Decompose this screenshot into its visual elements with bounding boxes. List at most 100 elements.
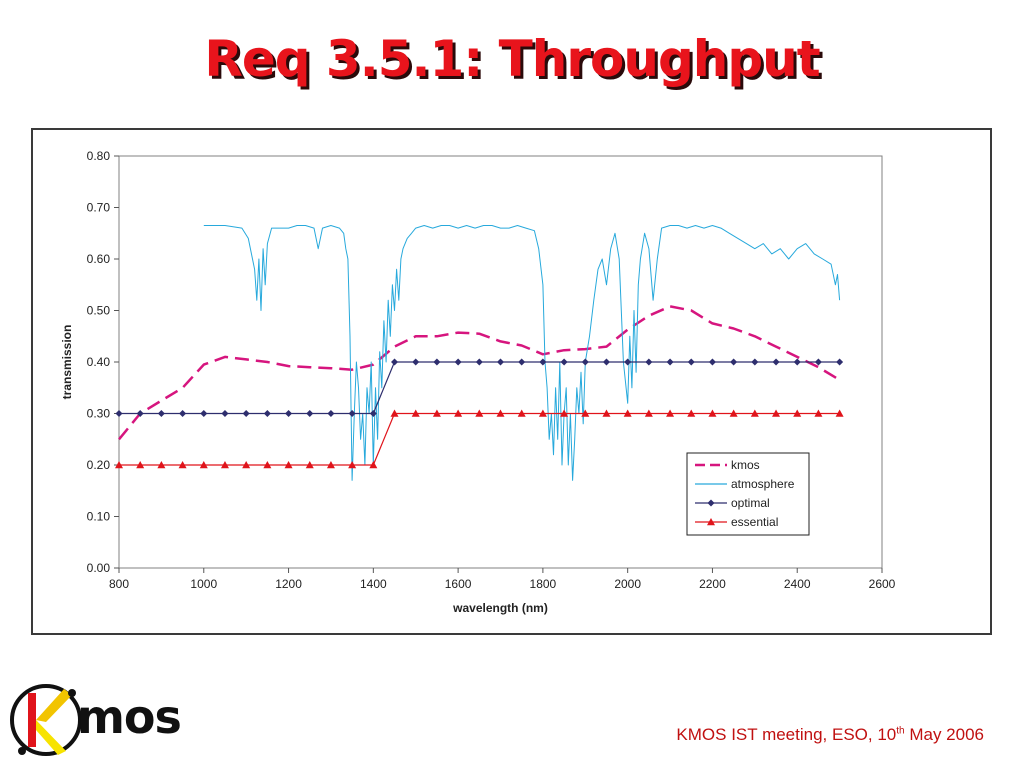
- footer-main: KMOS IST meeting, ESO, 10: [676, 725, 897, 744]
- point-optimal: [285, 410, 293, 417]
- point-optimal: [242, 410, 250, 417]
- point-essential: [348, 461, 357, 469]
- point-optimal: [624, 358, 632, 366]
- point-essential: [538, 409, 547, 417]
- point-essential: [835, 409, 844, 417]
- point-optimal: [179, 410, 187, 417]
- point-essential: [666, 409, 675, 417]
- y-tick-label: 0.70: [87, 201, 111, 215]
- series-line-atmosphere: [203, 225, 841, 481]
- y-tick-label: 0.80: [87, 149, 111, 163]
- footer-end: May 2006: [904, 725, 984, 744]
- series-line-optimal: [119, 361, 840, 415]
- series-line-kmos: [118, 305, 841, 441]
- x-axis-label: wavelength (nm): [452, 601, 548, 615]
- point-optimal: [306, 410, 314, 417]
- point-essential: [793, 409, 802, 417]
- point-optimal: [348, 410, 356, 417]
- point-optimal: [157, 410, 165, 417]
- kmos-logo: K: [10, 684, 82, 756]
- point-essential: [687, 409, 696, 417]
- point-optimal: [433, 358, 441, 366]
- y-tick-label: 0.60: [87, 252, 111, 266]
- x-tick-label: 1000: [190, 577, 217, 591]
- point-optimal: [412, 358, 420, 366]
- point-optimal: [115, 410, 123, 417]
- legend-label-optimal: optimal: [731, 496, 770, 510]
- x-tick-label: 2400: [784, 577, 811, 591]
- point-essential: [560, 409, 569, 417]
- point-optimal: [560, 358, 568, 366]
- point-essential: [369, 461, 378, 469]
- point-essential: [136, 461, 145, 469]
- point-essential: [517, 409, 526, 417]
- point-essential: [178, 461, 187, 469]
- legend-label-atmosphere: atmosphere: [731, 477, 795, 491]
- point-optimal: [263, 410, 271, 417]
- point-optimal: [751, 358, 759, 366]
- y-tick-label: 0.00: [87, 561, 111, 575]
- point-optimal: [687, 358, 695, 366]
- throughput-chart: 0.00 0.10 0.20 0.30 0.40 0.50 0.60 0.70 0.80 800 1…: [60, 149, 896, 615]
- point-optimal: [645, 358, 653, 366]
- point-optimal: [666, 358, 674, 366]
- point-optimal: [475, 358, 483, 366]
- point-essential: [772, 409, 781, 417]
- legend-label-essential: essential: [731, 515, 778, 529]
- point-essential: [750, 409, 759, 417]
- y-tick-label: 0.10: [87, 510, 111, 524]
- footer-sup: th: [896, 725, 905, 737]
- point-essential: [411, 409, 420, 417]
- point-essential: [263, 461, 272, 469]
- point-optimal: [836, 358, 844, 366]
- point-optimal: [793, 358, 801, 366]
- x-tick-label: 2600: [869, 577, 896, 591]
- point-essential: [326, 461, 335, 469]
- x-tick-label: 1800: [530, 577, 557, 591]
- point-optimal: [814, 358, 822, 366]
- point-optimal: [369, 410, 377, 417]
- point-essential: [432, 409, 441, 417]
- x-tick-label: 1600: [445, 577, 472, 591]
- point-optimal: [391, 358, 399, 366]
- point-essential: [242, 461, 251, 469]
- point-optimal: [730, 358, 738, 366]
- point-optimal: [518, 358, 526, 366]
- point-essential: [305, 461, 314, 469]
- y-tick-label: 0.40: [87, 355, 111, 369]
- point-essential: [644, 409, 653, 417]
- y-tick-label: 0.50: [87, 304, 111, 318]
- point-essential: [284, 461, 293, 469]
- point-essential: [729, 409, 738, 417]
- point-optimal: [327, 410, 335, 417]
- point-essential: [157, 461, 166, 469]
- point-optimal: [200, 410, 208, 417]
- point-optimal: [772, 358, 780, 366]
- x-tick-label: 1200: [275, 577, 302, 591]
- point-essential: [220, 461, 229, 469]
- chart-frame: 0.00 0.10 0.20 0.30 0.40 0.50 0.60 0.70 0.80 800 1…: [31, 128, 992, 635]
- point-essential: [496, 409, 505, 417]
- legend-marker-optimal: [707, 499, 715, 507]
- point-optimal: [708, 358, 716, 366]
- point-essential: [581, 409, 590, 417]
- y-axis-label: transmission: [60, 325, 74, 400]
- point-essential: [390, 409, 399, 417]
- y-tick-label: 0.20: [87, 458, 111, 472]
- point-essential: [199, 461, 208, 469]
- x-tick-label: 1400: [360, 577, 387, 591]
- footer-caption: KMOS IST meeting, ESO, 10th May 2006: [676, 725, 984, 745]
- point-optimal: [454, 358, 462, 366]
- point-essential: [454, 409, 463, 417]
- point-optimal: [221, 410, 229, 417]
- x-tick-label: 2200: [699, 577, 726, 591]
- point-essential: [602, 409, 611, 417]
- point-optimal: [602, 358, 610, 366]
- logo-text: mos: [77, 690, 182, 744]
- x-tick-label: 800: [109, 577, 129, 591]
- point-optimal: [136, 410, 144, 417]
- point-essential: [623, 409, 632, 417]
- point-essential: [708, 409, 717, 417]
- legend-box: [686, 452, 810, 536]
- x-tick-label: 2000: [614, 577, 641, 591]
